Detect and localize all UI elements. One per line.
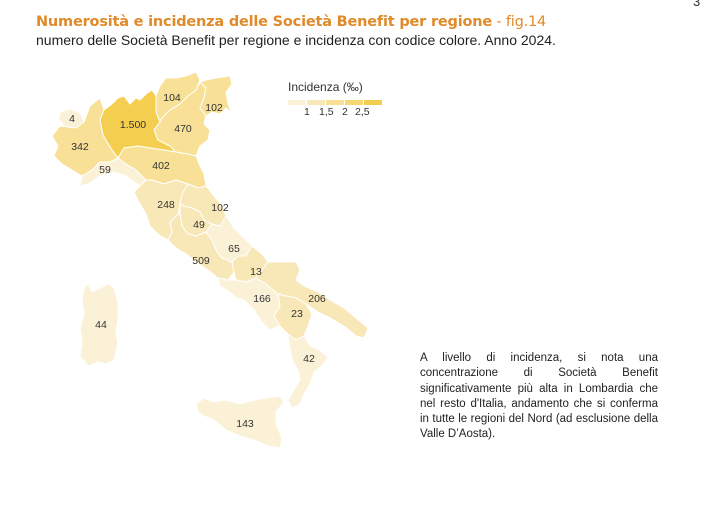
region-sardegna[interactable] (79, 283, 119, 367)
figure-title: Numerosità e incidenza delle Società Ben… (36, 14, 546, 30)
region-value: 13 (250, 266, 262, 278)
legend-label: 1,5 (319, 106, 334, 118)
region-value: 59 (99, 164, 111, 176)
region-value: 4 (69, 113, 75, 125)
region-veneto[interactable] (153, 81, 211, 157)
region-value: 470 (174, 123, 192, 135)
legend-swatch (345, 100, 363, 105)
figure-label: - fig.14 (492, 14, 547, 30)
region-value: 342 (71, 141, 89, 153)
legend-label: 2,5 (355, 106, 370, 118)
legend-swatch (364, 100, 382, 105)
legend-label: 1 (304, 106, 310, 118)
region-value: 102 (211, 202, 229, 214)
region-value: 65 (228, 243, 240, 255)
region-value: 102 (205, 102, 223, 114)
region-friuli[interactable] (199, 75, 234, 117)
commentary-text: A livello di incidenza, si nota una conc… (420, 352, 658, 441)
legend-swatch (326, 100, 344, 105)
legend-color-scale (288, 100, 382, 105)
legend-label: 2 (342, 106, 348, 118)
region-value: 143 (236, 418, 254, 430)
page-number: 3 (693, 0, 701, 9)
region-value: 104 (163, 92, 181, 104)
figure-subtitle: numero delle Società Benefit per regione… (36, 32, 556, 48)
region-value: 42 (303, 353, 315, 365)
region-value: 1.500 (120, 119, 146, 131)
region-campania[interactable] (217, 277, 281, 331)
region-value: 509 (192, 255, 210, 267)
region-value: 49 (193, 219, 205, 231)
region-value: 166 (253, 293, 271, 305)
region-value: 44 (95, 319, 107, 331)
region-value: 402 (152, 160, 170, 172)
region-sicilia[interactable] (195, 395, 285, 449)
title-text: Numerosità e incidenza delle Società Ben… (36, 14, 493, 30)
region-value: 23 (291, 308, 303, 320)
region-value: 206 (308, 293, 326, 305)
region-calabria[interactable] (287, 332, 329, 409)
region-value: 248 (157, 199, 175, 211)
legend-title: Incidenza (‰) (288, 80, 363, 94)
legend-swatch (288, 100, 306, 105)
legend-swatch (307, 100, 325, 105)
